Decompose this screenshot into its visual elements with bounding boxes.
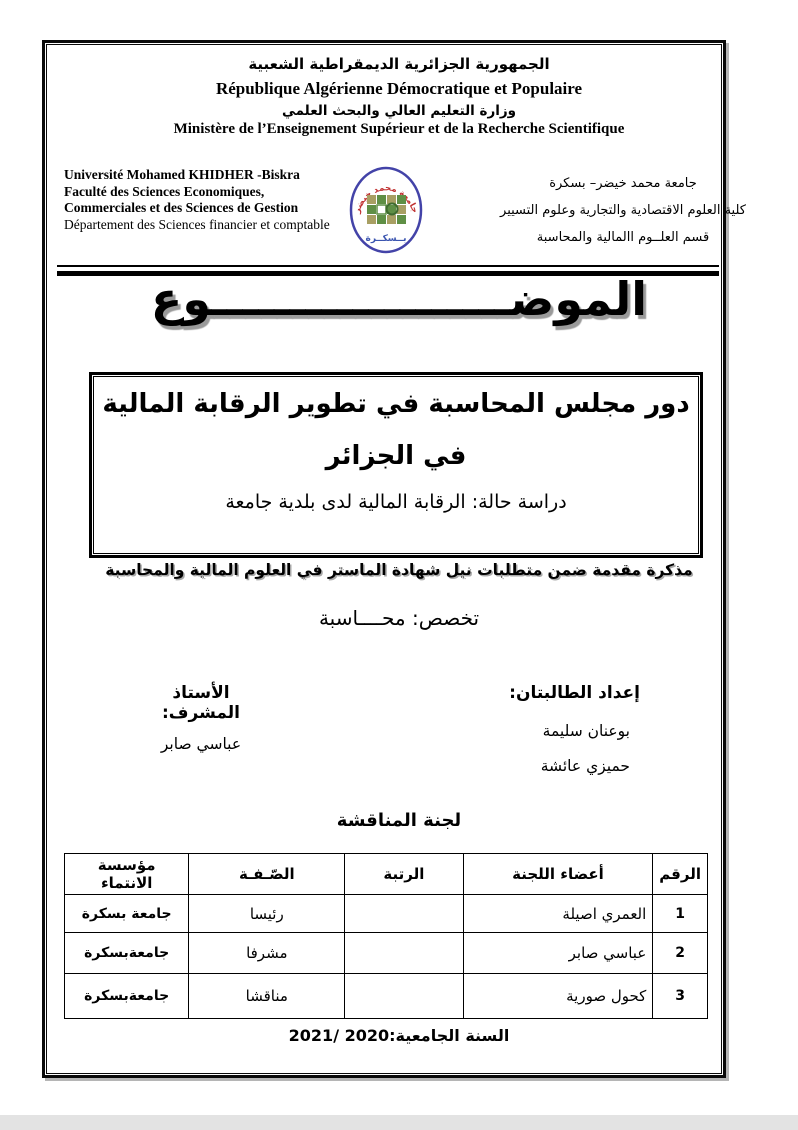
supervisor-label: الأستاذ المشرف: <box>161 683 241 723</box>
university-logo: جامعة محمد خيضر بــسكــرة <box>349 166 423 254</box>
row3-institution: جامعةبسكرة <box>63 973 190 1019</box>
row1-role: رئيسا <box>188 894 346 933</box>
department-name-fr: Département des Sciences financier et co… <box>64 216 330 232</box>
university-name-ar: جامعة محمد خيضر– بسكرة <box>549 176 697 191</box>
row1-member: العمري اصيلة <box>462 894 654 933</box>
committee-table: الرقم أعضاء اللجنة الرتبة الصّـفـة مؤسسة… <box>63 853 708 1019</box>
col-header-members: أعضاء اللجنة <box>462 853 654 895</box>
supervisor-block: الأستاذ المشرف: عباسي صابر <box>133 683 269 753</box>
student-name-2: حميزي عائشة <box>540 757 630 775</box>
logo-bottom-text: بــسكــرة <box>366 234 407 244</box>
university-block-ar: جامعة محمد خيضر– بسكرة كلية العلوم الاقت… <box>498 170 748 251</box>
row1-institution: جامعة بسكرة <box>63 894 190 933</box>
committee-row-2: 2 عباسي صابر مشرفا جامعةبسكرة <box>63 932 708 974</box>
row3-rank <box>344 973 464 1019</box>
thesis-title-box-inner: دور مجلس المحاسبة في تطوير الرقابة المال… <box>93 376 699 554</box>
row2-rank <box>344 932 464 974</box>
student-name-1: بوعنان سليمة <box>542 722 630 740</box>
committee-row-1: 1 العمري اصيلة رئيسا جامعة بسكرة <box>63 894 708 933</box>
thesis-title-box: دور مجلس المحاسبة في تطوير الرقابة المال… <box>89 372 703 558</box>
committee-row-3: 3 كحول صورية مناقشا جامعةبسكرة <box>63 973 708 1019</box>
col-header-number: الرقم <box>652 853 708 895</box>
col-header-role: الصّـفـة <box>188 853 346 895</box>
university-block-fr: Université Mohamed KHIDHER -Biskra Facul… <box>64 167 364 233</box>
header-ministry-fr: Ministère de l’Enseignement Supérieur et… <box>173 121 625 137</box>
row2-role: مشرفا <box>188 932 346 974</box>
memo-requirement-line: مذكرة مقدمة ضمن متطلبات نيل شهادة الماست… <box>105 561 693 579</box>
specialty-line: تخصص: محــــاسبة <box>318 606 480 630</box>
col-header-rank: الرتبة <box>344 853 464 895</box>
committee-heading: لجنة المناقشة <box>336 810 462 831</box>
department-name-ar: قسم العلــوم االمالية والمحاسبة <box>536 230 710 245</box>
supervisor-name: عباسي صابر <box>160 735 242 753</box>
prepared-by-label: إعداد الطالبتان: <box>509 683 640 703</box>
row3-role: مناقشا <box>188 973 346 1019</box>
row2-number: 2 <box>652 932 708 974</box>
thesis-title-line1: دور مجلس المحاسبة في تطوير الرقابة المال… <box>102 389 690 419</box>
row2-member: عباسي صابر <box>462 932 654 974</box>
prepared-by-block: إعداد الطالبتان: بوعنان سليمة حميزي عائش… <box>509 683 640 784</box>
thesis-title-line2: في الجزائر <box>325 441 467 471</box>
thin-thick-divider-rule <box>57 265 719 276</box>
logo-mosaic <box>367 195 406 224</box>
col-header-institution: مؤسسة الانتماء <box>63 853 190 895</box>
row1-number: 1 <box>652 894 708 933</box>
header-republic-ar: الجمهورية الجزائرية الديمقراطية الشعبية <box>248 55 550 73</box>
page-border-frame <box>42 40 726 1078</box>
row2-institution: جامعةبسكرة <box>63 932 190 974</box>
university-name-fr: Université Mohamed KHIDHER -Biskra <box>64 167 300 182</box>
faculty-name-ar: كلية العلوم الاقتصادية والتجارية وعلوم ا… <box>500 203 746 218</box>
page-border-inner-line <box>46 44 722 1074</box>
faculty-name-fr-line2: Commerciales et des Sciences de Gestion <box>64 200 299 215</box>
row3-number: 3 <box>652 973 708 1019</box>
row1-rank <box>344 894 464 933</box>
header-ministry-ar: وزارة التعليم العالي والبحث العلمي <box>281 103 517 119</box>
header-republic-fr: République Algérienne Démocratique et Po… <box>215 79 583 98</box>
subject-banner: الموضـــــــــــــــــــوع <box>150 272 648 326</box>
scan-edge-strip <box>0 1115 798 1130</box>
case-study-line: دراسة حالة: الرقابة المالية لدى بلدية جا… <box>225 491 567 513</box>
committee-table-header-row: الرقم أعضاء اللجنة الرتبة الصّـفـة مؤسسة… <box>63 853 708 895</box>
row3-member: كحول صورية <box>462 973 654 1019</box>
academic-year-line: السنة الجامعية:2020 /2021 <box>288 1026 510 1045</box>
faculty-name-fr-line1: Faculté des Sciences Economiques, <box>64 183 265 199</box>
